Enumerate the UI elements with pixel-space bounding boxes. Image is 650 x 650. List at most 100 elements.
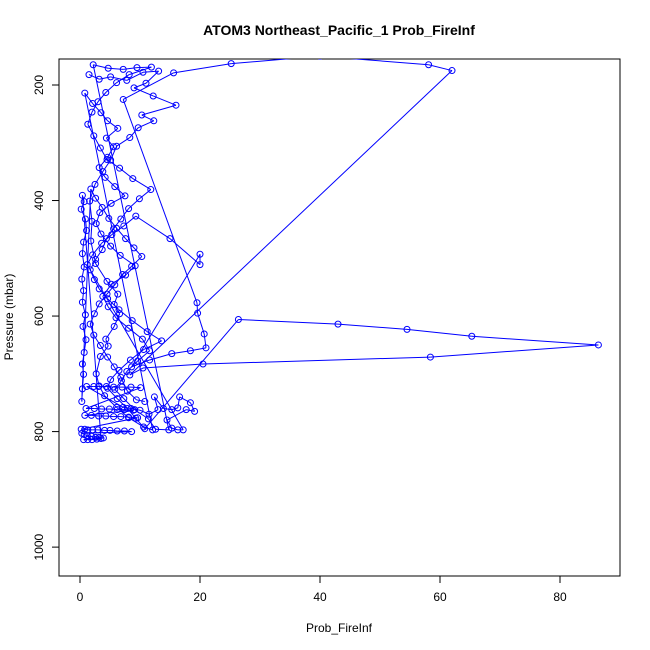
series-segment <box>202 356 431 365</box>
series-segment <box>84 92 154 430</box>
series-segment <box>203 333 207 348</box>
data-point <box>110 322 118 330</box>
data-point <box>125 413 133 421</box>
data-point <box>103 156 111 164</box>
series-segment <box>91 438 97 441</box>
series-segment <box>81 432 85 435</box>
data-point <box>105 214 113 222</box>
data-point <box>191 407 199 415</box>
data-point <box>113 224 121 232</box>
data-point <box>155 67 163 75</box>
data-point <box>110 363 118 371</box>
series-segment <box>132 178 152 190</box>
series-segment <box>101 207 110 219</box>
data-point <box>78 191 86 199</box>
data-point <box>84 120 92 128</box>
data-point <box>80 348 88 356</box>
data-point <box>93 435 101 443</box>
data-point <box>113 427 121 435</box>
series-segment <box>123 67 138 70</box>
data-point <box>99 168 107 176</box>
series-segment <box>83 230 88 243</box>
data-point <box>115 306 123 314</box>
series-segment <box>179 396 191 404</box>
data-point <box>102 412 110 420</box>
series-segment <box>114 274 123 286</box>
data-point <box>95 285 103 293</box>
data-point <box>117 413 125 421</box>
data-point <box>104 117 112 125</box>
data-point <box>163 416 171 424</box>
series-segment <box>95 223 102 235</box>
data-point <box>122 235 130 243</box>
data-point <box>91 180 99 188</box>
series-segment <box>84 92 93 104</box>
data-point <box>120 222 128 230</box>
data-point <box>131 262 139 270</box>
data-point <box>103 290 111 298</box>
data-point <box>114 124 122 132</box>
data-point <box>118 383 126 391</box>
data-point <box>81 411 89 419</box>
series-segment <box>84 218 88 231</box>
data-point <box>202 344 210 352</box>
series-segment <box>166 409 187 421</box>
data-point <box>120 395 128 403</box>
data-point <box>97 435 105 443</box>
data-point <box>98 405 106 413</box>
data-point <box>117 373 125 381</box>
data-point <box>200 330 208 338</box>
series-segment <box>81 290 85 303</box>
data-point <box>128 363 136 371</box>
data-point <box>107 376 115 384</box>
data-point <box>125 71 133 79</box>
series-segment <box>130 407 141 411</box>
series-segment <box>114 380 122 390</box>
y-axis-label: Pressure (mbar) <box>2 274 16 361</box>
data-point <box>95 300 103 308</box>
x-tick-label: 80 <box>553 590 567 604</box>
series-segment <box>115 317 129 329</box>
series-segment <box>106 159 120 169</box>
series-segment <box>97 92 107 103</box>
data-point <box>194 309 202 317</box>
data-point <box>78 398 86 406</box>
data-point <box>172 101 180 109</box>
data-point <box>125 205 133 213</box>
series-segment <box>91 101 99 113</box>
data-point <box>125 324 133 332</box>
data-point <box>142 79 150 87</box>
series-segment <box>107 306 117 319</box>
data-point <box>145 410 153 418</box>
data-point <box>90 132 98 140</box>
series-segment <box>141 104 177 116</box>
series-segment <box>98 385 106 397</box>
series-segment <box>142 363 204 369</box>
data-point <box>146 356 154 364</box>
data-point <box>90 276 98 284</box>
series-segment <box>406 328 472 337</box>
series-segment <box>139 409 150 415</box>
series-segment <box>148 409 159 415</box>
series-segment <box>123 215 137 227</box>
data-point <box>107 242 115 250</box>
series-segment <box>154 396 164 409</box>
data-point <box>126 371 134 379</box>
series-segment <box>349 59 429 66</box>
series-segment <box>93 303 100 314</box>
data-point <box>107 280 115 288</box>
data-point <box>98 203 106 211</box>
series-segment <box>136 399 145 403</box>
data-point <box>101 392 109 400</box>
series-segment <box>81 188 92 402</box>
data-point <box>168 424 176 432</box>
data-point <box>81 215 89 223</box>
data-point <box>140 423 148 431</box>
data-point <box>135 195 143 203</box>
series-segment <box>116 227 126 239</box>
data-point <box>95 75 103 83</box>
series-segment <box>120 377 128 392</box>
data-point <box>116 251 124 259</box>
data-point <box>92 370 100 378</box>
